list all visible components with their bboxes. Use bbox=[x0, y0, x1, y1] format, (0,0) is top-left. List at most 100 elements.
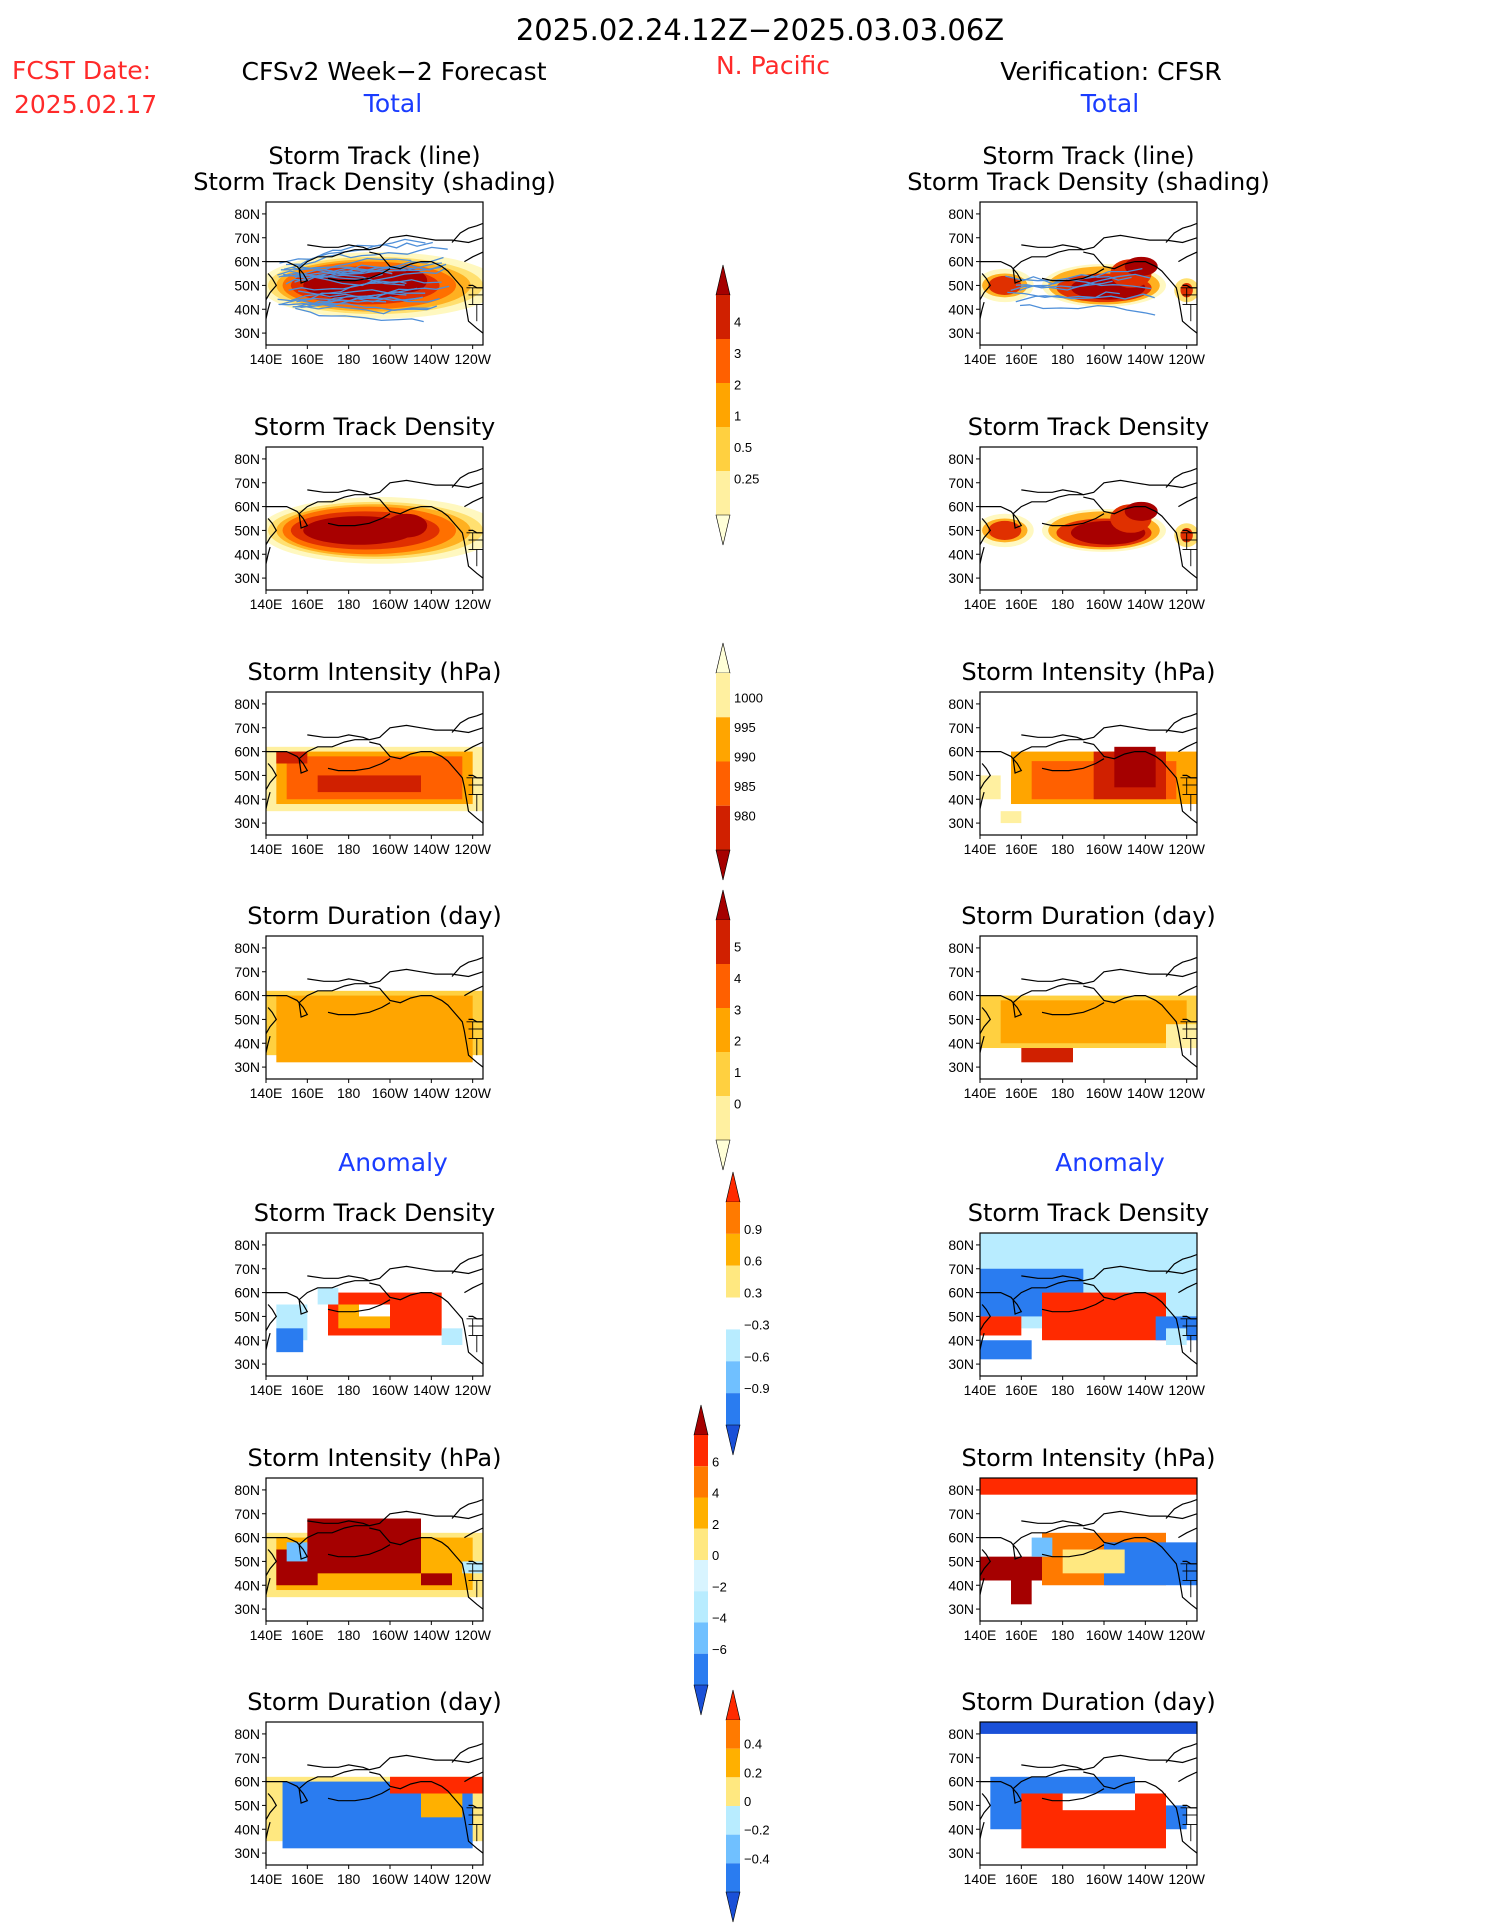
lat-tick-label: 60N bbox=[948, 1285, 974, 1301]
lon-tick-label: 160W bbox=[372, 1871, 409, 1887]
lon-tick-label: 140W bbox=[1127, 596, 1164, 612]
lon-tick-label: 140W bbox=[413, 351, 450, 367]
colorbar-label: 0.6 bbox=[744, 1254, 762, 1269]
lat-tick-label: 30N bbox=[948, 1356, 974, 1372]
lat-tick-label: 60N bbox=[234, 1774, 260, 1790]
lat-tick-label: 50N bbox=[234, 522, 260, 538]
colorbar-segment bbox=[716, 383, 730, 427]
lon-tick-label: 140E bbox=[250, 1871, 283, 1887]
colorbar-label: 1000 bbox=[734, 691, 763, 706]
lat-tick-label: 30N bbox=[948, 570, 974, 586]
storm-track-line bbox=[295, 307, 424, 323]
coastline bbox=[1165, 1253, 1197, 1274]
coastline bbox=[327, 1299, 391, 1313]
lat-tick-label: 80N bbox=[948, 1726, 974, 1742]
colorbar-segment bbox=[726, 1361, 740, 1394]
colorbar-segment bbox=[694, 1497, 708, 1529]
coastline bbox=[266, 1280, 370, 1315]
shading-cell bbox=[390, 1776, 483, 1794]
colorbar-bottom-arrow bbox=[725, 1891, 741, 1923]
colorbar-label: 0.4 bbox=[744, 1737, 762, 1752]
panel-title: Storm Track Density bbox=[968, 1199, 1209, 1227]
colorbar-label: −4 bbox=[712, 1611, 727, 1626]
lon-tick-label: 140E bbox=[250, 1627, 283, 1643]
lat-tick-label: 60N bbox=[948, 744, 974, 760]
lat-tick-label: 50N bbox=[234, 1553, 260, 1569]
coastline bbox=[451, 222, 483, 243]
colorbar-label: 1 bbox=[734, 1065, 741, 1080]
lon-tick-label: 140W bbox=[1127, 1382, 1164, 1398]
coastline bbox=[1178, 741, 1197, 753]
lat-tick-label: 30N bbox=[948, 1601, 974, 1617]
coastline bbox=[980, 1577, 985, 1595]
coastline bbox=[1083, 496, 1197, 579]
colorbar-label: −0.4 bbox=[744, 1851, 770, 1866]
colorbar-label: 2 bbox=[734, 377, 741, 392]
lat-tick-label: 60N bbox=[948, 988, 974, 1004]
coastline bbox=[266, 1304, 278, 1331]
lat-tick-label: 70N bbox=[234, 720, 260, 736]
colorbar-density_total: 4 3 2 1 0.5 0.25 bbox=[715, 264, 759, 546]
coastline bbox=[369, 496, 483, 579]
lon-tick-label: 180 bbox=[1051, 841, 1075, 857]
shading-cell bbox=[421, 1573, 452, 1586]
coastline bbox=[307, 968, 483, 985]
map-frame bbox=[265, 691, 484, 836]
colorbar-bottom-arrow bbox=[715, 514, 731, 546]
map-frame bbox=[265, 1477, 484, 1622]
lon-tick-label: 120W bbox=[454, 596, 491, 612]
map-frame bbox=[979, 691, 1198, 836]
colorbar-segment bbox=[694, 1653, 708, 1685]
coastline bbox=[980, 273, 992, 301]
lat-tick-label: 80N bbox=[948, 940, 974, 956]
coastline bbox=[1021, 1754, 1197, 1771]
verification-panel-5: Storm Track Density 80N 70N 60N 50N 40N 30N 140… bbox=[948, 1199, 1209, 1398]
lon-tick-label: 140E bbox=[964, 1085, 997, 1101]
coastline bbox=[980, 1549, 992, 1576]
lon-tick-label: 120W bbox=[1168, 351, 1205, 367]
lat-tick-label: 40N bbox=[234, 1821, 260, 1837]
panel-title: Storm Track (line) bbox=[982, 142, 1194, 170]
lon-tick-label: 140E bbox=[250, 1382, 283, 1398]
lon-tick-label: 140E bbox=[964, 596, 997, 612]
coastline bbox=[1021, 968, 1197, 985]
panel-title: Storm Intensity (hPa) bbox=[962, 1444, 1216, 1472]
coastline bbox=[980, 739, 1084, 774]
coastline bbox=[266, 249, 370, 284]
colorbar-label: 0.9 bbox=[744, 1222, 762, 1237]
coastline bbox=[451, 1498, 483, 1519]
coastline bbox=[369, 1282, 483, 1365]
storm-track-line bbox=[277, 280, 407, 302]
coastline bbox=[369, 985, 483, 1068]
colorbar-segment bbox=[694, 1435, 708, 1467]
coastline bbox=[1021, 724, 1197, 741]
panel-title: Storm Track Density bbox=[254, 1199, 495, 1227]
lat-tick-label: 50N bbox=[234, 1308, 260, 1324]
lat-tick-label: 30N bbox=[234, 815, 260, 831]
storm-track-line bbox=[294, 267, 416, 278]
lon-tick-label: 180 bbox=[337, 1085, 361, 1101]
coastline bbox=[1178, 985, 1197, 997]
shading-cell bbox=[1062, 1793, 1135, 1811]
coastline bbox=[266, 273, 278, 301]
lon-tick-label: 180 bbox=[337, 596, 361, 612]
colorbar-segment bbox=[726, 1297, 740, 1330]
panel-title: Storm Track Density (shading) bbox=[193, 168, 556, 196]
lat-tick-label: 60N bbox=[234, 1285, 260, 1301]
coastline bbox=[1021, 1510, 1197, 1527]
lon-tick-label: 160E bbox=[1005, 596, 1038, 612]
lon-tick-label: 120W bbox=[1168, 1382, 1205, 1398]
lat-tick-label: 60N bbox=[234, 1530, 260, 1546]
map-frame bbox=[979, 1721, 1198, 1866]
shading-region bbox=[385, 513, 428, 538]
colorbar-segment bbox=[694, 1560, 708, 1592]
storm-track-line bbox=[1022, 276, 1152, 290]
lat-tick-label: 30N bbox=[234, 1845, 260, 1861]
map-frame bbox=[979, 935, 1198, 1080]
shading-cell bbox=[1011, 1566, 1032, 1605]
coastline bbox=[266, 1007, 278, 1034]
coastline bbox=[1041, 1299, 1105, 1313]
lat-tick-label: 40N bbox=[948, 301, 974, 317]
lat-tick-label: 60N bbox=[234, 744, 260, 760]
lon-tick-label: 160E bbox=[291, 1627, 324, 1643]
